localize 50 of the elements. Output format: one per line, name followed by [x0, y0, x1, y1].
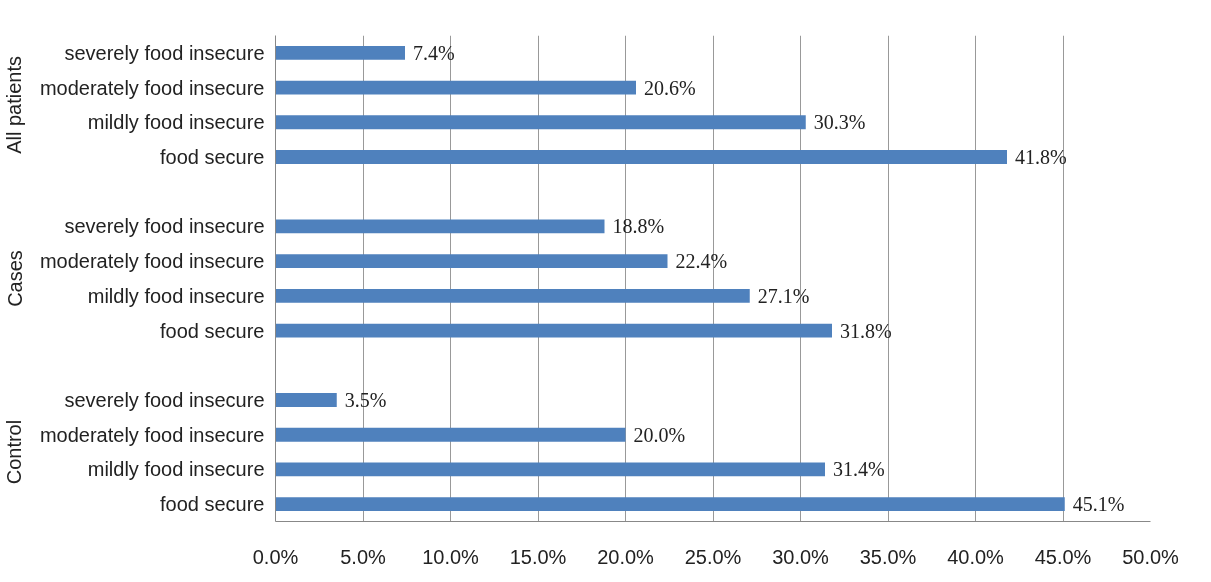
x-tick-label: 15.0%: [509, 545, 567, 568]
data-label: 45.1%: [1072, 493, 1125, 516]
data-label: 31.4%: [833, 458, 885, 481]
x-tick-label: 45.0%: [1034, 545, 1092, 568]
bar: [275, 150, 1007, 164]
y-tick-label: mildly food insecure: [87, 458, 265, 481]
bar: [275, 219, 605, 234]
y-tick-label: moderately food insecure: [39, 423, 265, 446]
bar: [275, 45, 405, 60]
y-tick-label: food secure: [159, 493, 265, 516]
data-label: 3.5%: [344, 389, 387, 411]
data-label: 27.1%: [757, 284, 810, 307]
y-tick-label: moderately food insecure: [39, 76, 265, 99]
x-tick-label: 0.0%: [252, 545, 299, 568]
bar: [275, 254, 668, 269]
x-tick-label: 30.0%: [772, 545, 830, 568]
data-label: 20.0%: [633, 423, 686, 446]
bar: [275, 288, 750, 303]
bar: [275, 462, 825, 477]
y-tick-label: severely food insecure: [64, 389, 265, 411]
y-tick-label: mildly food insecure: [87, 111, 265, 134]
data-label: 22.4%: [675, 250, 728, 273]
y-tick-label: severely food insecure: [64, 41, 265, 64]
bar: [275, 497, 1065, 512]
y-tick-label: severely food insecure: [64, 215, 265, 238]
text: All patients: [3, 56, 26, 154]
data-label: 18.8%: [612, 215, 665, 238]
x-tick-label: 10.0%: [422, 545, 480, 568]
x-tick-label: 50.0%: [1122, 545, 1180, 568]
data-label: 41.8%: [1015, 146, 1067, 168]
bar: [275, 323, 832, 338]
x-tick-label: 40.0%: [947, 545, 1005, 568]
x-tick-label: 35.0%: [859, 545, 917, 568]
bar: [275, 115, 806, 130]
text: Cases: [3, 250, 26, 307]
x-tick-label: 5.0%: [340, 545, 387, 568]
y-tick-label: moderately food insecure: [39, 250, 265, 273]
y-tick-label: mildly food insecure: [87, 284, 265, 307]
data-label: 20.6%: [644, 76, 696, 99]
y-tick-label: food secure: [159, 319, 265, 342]
data-label: 7.4%: [413, 41, 455, 64]
x-tick-label: 20.0%: [597, 545, 655, 568]
bar: [275, 393, 337, 407]
data-label: 31.8%: [840, 319, 892, 342]
bar: [275, 427, 626, 442]
y-tick-label: food secure: [159, 146, 265, 168]
x-tick-label: 25.0%: [684, 545, 742, 568]
data-label: 30.3%: [813, 111, 866, 134]
bar: [275, 80, 636, 95]
text: Control: [3, 419, 26, 485]
